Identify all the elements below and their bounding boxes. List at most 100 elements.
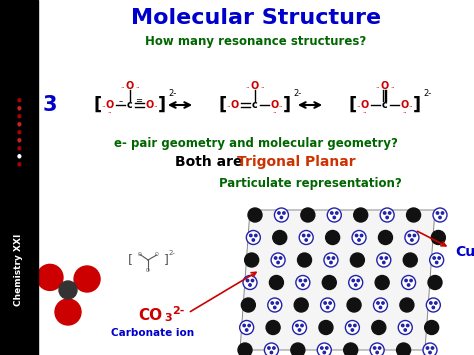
Text: 2-: 2- [168, 89, 176, 98]
Circle shape [379, 306, 382, 309]
Text: O: O [146, 268, 150, 273]
Text: O: O [251, 81, 259, 91]
Text: 2-: 2- [293, 89, 301, 98]
Text: ..: .. [227, 102, 231, 108]
Text: CO: CO [138, 307, 162, 322]
Text: ●: ● [17, 105, 21, 110]
Text: ..: .. [260, 83, 264, 89]
Circle shape [336, 212, 338, 214]
Circle shape [380, 257, 383, 259]
Text: O: O [361, 100, 369, 110]
Circle shape [347, 298, 361, 312]
Circle shape [243, 324, 246, 327]
Text: ]: ] [164, 253, 168, 267]
Text: ]: ] [283, 96, 291, 114]
Circle shape [299, 230, 313, 245]
Text: ..: .. [375, 83, 380, 89]
Text: [: [ [128, 253, 133, 267]
Circle shape [323, 351, 326, 354]
Circle shape [327, 306, 329, 309]
Circle shape [413, 234, 416, 237]
Text: [: [ [94, 96, 102, 114]
Text: =: = [136, 97, 143, 105]
Circle shape [405, 279, 407, 282]
Circle shape [249, 284, 251, 286]
Circle shape [426, 347, 428, 349]
Circle shape [436, 261, 438, 264]
Circle shape [370, 343, 384, 355]
Text: c: c [127, 100, 133, 110]
Circle shape [357, 279, 359, 282]
Circle shape [407, 208, 420, 222]
Circle shape [291, 343, 305, 355]
Circle shape [296, 324, 298, 327]
Circle shape [59, 281, 77, 299]
Text: ..: .. [246, 83, 250, 89]
Circle shape [248, 324, 250, 327]
Circle shape [404, 329, 406, 331]
Text: 3: 3 [164, 313, 172, 323]
Circle shape [439, 216, 441, 219]
Circle shape [349, 275, 363, 289]
Circle shape [408, 234, 410, 237]
Text: ..: .. [102, 102, 106, 108]
Circle shape [299, 279, 301, 282]
Text: Particulate representation?: Particulate representation? [219, 176, 401, 190]
Circle shape [283, 212, 285, 214]
Text: ]: ] [413, 96, 421, 114]
Text: ..: .. [409, 102, 413, 108]
Circle shape [407, 324, 409, 327]
Circle shape [241, 298, 255, 312]
Circle shape [378, 347, 381, 349]
Text: 2-: 2- [423, 89, 431, 98]
Circle shape [435, 302, 437, 304]
Circle shape [305, 239, 308, 241]
Circle shape [433, 208, 447, 222]
Text: ]: ] [158, 96, 166, 114]
Circle shape [271, 302, 273, 304]
Circle shape [438, 257, 440, 259]
Circle shape [274, 257, 277, 259]
Circle shape [351, 329, 354, 331]
Text: Carbonate ion: Carbonate ion [111, 328, 194, 338]
Text: How many resonance structures?: How many resonance structures? [146, 36, 366, 49]
Circle shape [292, 321, 307, 334]
Circle shape [374, 347, 376, 349]
Text: O: O [231, 100, 239, 110]
Circle shape [360, 234, 363, 237]
Circle shape [332, 257, 335, 259]
Circle shape [320, 298, 335, 312]
Circle shape [301, 284, 304, 286]
Text: ●: ● [17, 137, 21, 142]
Circle shape [355, 284, 357, 286]
Circle shape [385, 257, 388, 259]
Circle shape [278, 212, 280, 214]
Circle shape [352, 279, 355, 282]
Circle shape [245, 253, 259, 267]
Circle shape [428, 275, 442, 289]
Circle shape [378, 230, 392, 245]
Text: ..: .. [253, 77, 257, 83]
Circle shape [246, 279, 249, 282]
Circle shape [255, 234, 257, 237]
Circle shape [398, 321, 412, 334]
Text: O: O [146, 100, 154, 110]
Circle shape [319, 321, 333, 334]
Circle shape [301, 324, 303, 327]
Circle shape [429, 351, 431, 354]
Circle shape [410, 279, 412, 282]
Circle shape [400, 298, 414, 312]
Text: Trigonal Planar: Trigonal Planar [237, 155, 356, 169]
Text: ..: .. [135, 83, 139, 89]
Circle shape [268, 298, 282, 312]
Text: Both are: Both are [175, 155, 247, 169]
Circle shape [382, 302, 384, 304]
Circle shape [407, 284, 410, 286]
Circle shape [354, 324, 356, 327]
Text: ..: .. [108, 108, 112, 114]
Text: –: – [119, 98, 123, 106]
Circle shape [270, 351, 273, 354]
Text: ..: .. [390, 83, 394, 89]
Circle shape [276, 302, 278, 304]
Text: ..: .. [120, 83, 125, 89]
